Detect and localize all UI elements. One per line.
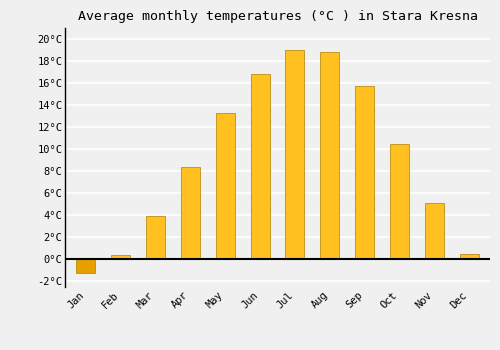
- Bar: [146, 216, 165, 259]
- Bar: [320, 52, 340, 259]
- Bar: [216, 113, 235, 259]
- Bar: [424, 203, 444, 259]
- Bar: [355, 86, 374, 259]
- Title: Average monthly temperatures (°C ) in Stara Kresna: Average monthly temperatures (°C ) in St…: [78, 10, 477, 23]
- Bar: [111, 255, 130, 259]
- Bar: [460, 254, 478, 259]
- Bar: [250, 74, 270, 259]
- Bar: [286, 50, 304, 259]
- Bar: [181, 167, 200, 259]
- Bar: [390, 144, 409, 259]
- Bar: [76, 259, 96, 273]
